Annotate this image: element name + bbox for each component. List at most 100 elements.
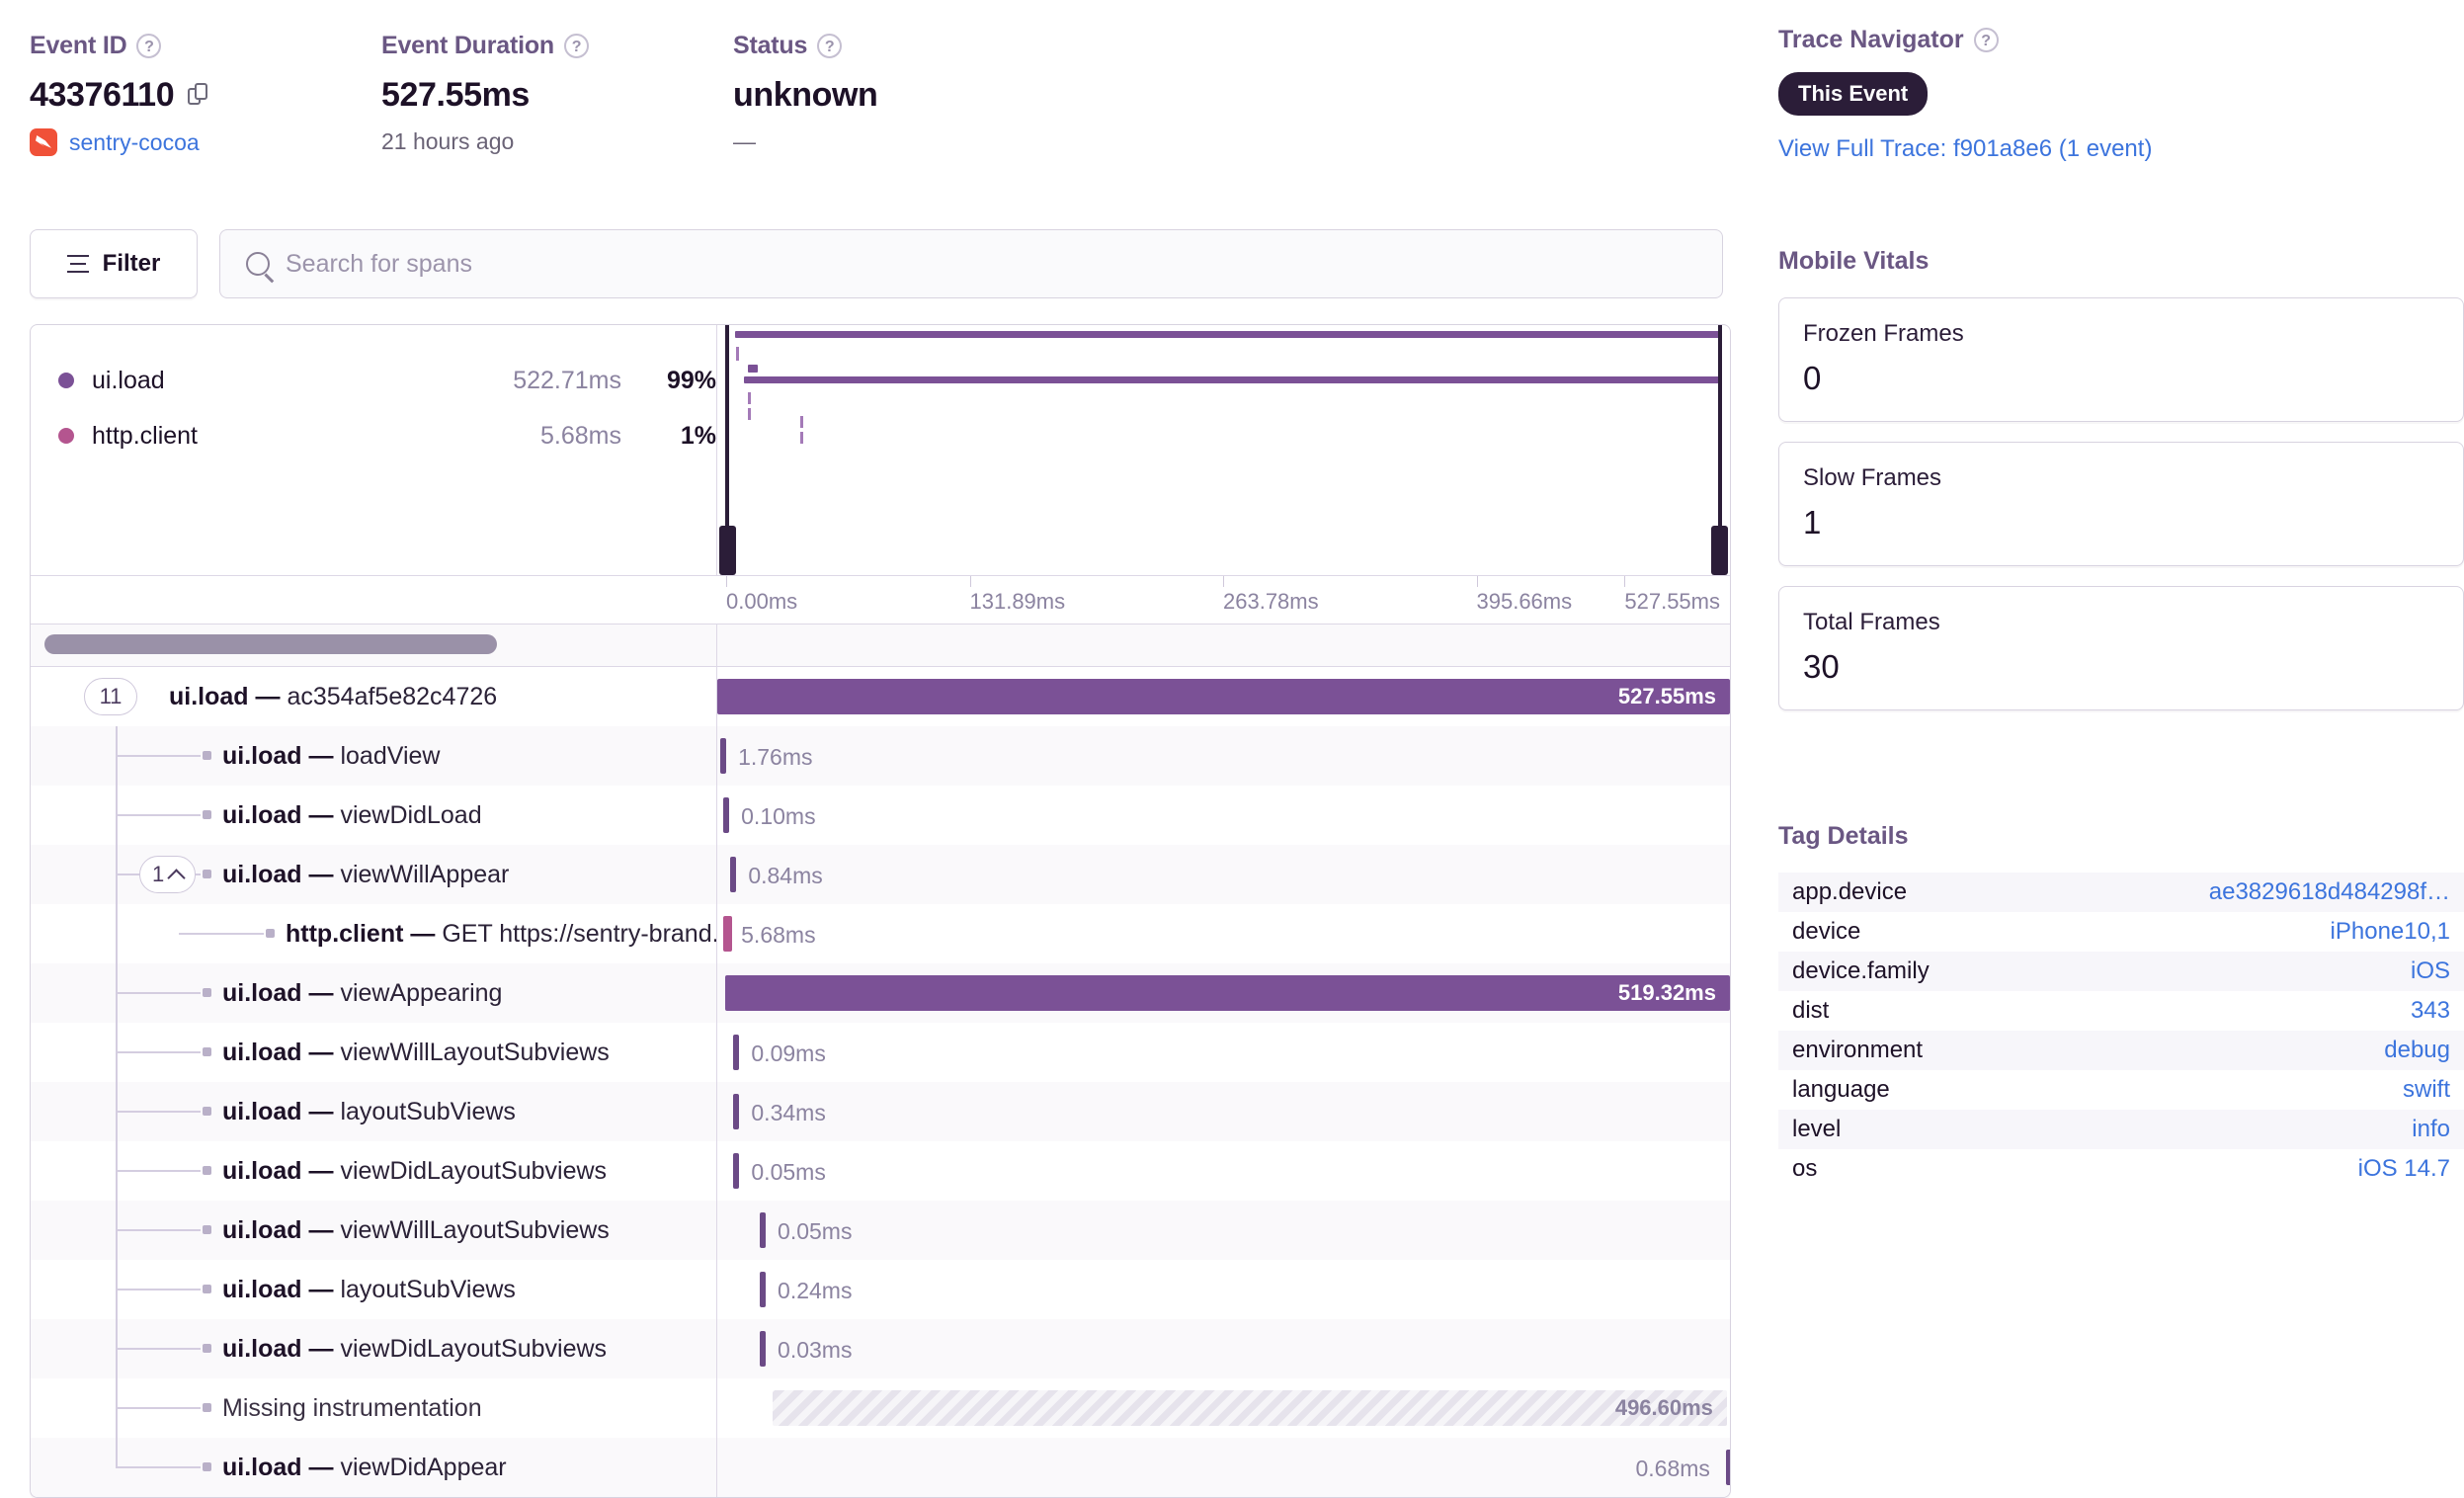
span-duration-bar[interactable]	[720, 738, 727, 774]
tag-value[interactable]: debug	[2384, 1037, 2450, 1063]
span-duration-bar[interactable]	[733, 1035, 740, 1070]
span-row[interactable]: 11 ui.load — ac354af5e82c4726 527.55ms	[31, 667, 1730, 726]
tag-value[interactable]: iOS	[2410, 957, 2450, 984]
view-full-trace-link[interactable]: View Full Trace: f901a8e6 (1 event)	[1778, 135, 2153, 162]
project-link[interactable]: sentry-cocoa	[69, 128, 200, 155]
search-input[interactable]: Search for spans	[219, 229, 1723, 298]
span-description: viewWillAppear	[340, 860, 510, 888]
span-duration-bar[interactable]	[733, 1094, 740, 1129]
span-duration-label: 0.34ms	[751, 1100, 826, 1125]
scrollbar-thumb[interactable]	[44, 634, 497, 654]
tree-connector	[116, 1111, 201, 1113]
span-separator: —	[403, 919, 443, 948]
this-event-chip[interactable]: This Event	[1778, 72, 1929, 116]
operation-row[interactable]: ui.load 522.71ms 99%	[58, 353, 716, 408]
vital-label: Slow Frames	[1803, 464, 1942, 491]
span-row[interactable]: Missing instrumentation 496.60ms	[31, 1378, 1730, 1438]
span-duration-bar[interactable]	[760, 1331, 767, 1367]
span-row[interactable]: ui.load — viewDidLayoutSubviews 0.05ms	[31, 1141, 1730, 1201]
span-row[interactable]: ui.load — viewDidLayoutSubviews 0.03ms	[31, 1319, 1730, 1378]
tree-trunk	[116, 1438, 118, 1468]
event-id-label: Event ID	[30, 32, 127, 59]
tag-key: environment	[1792, 1037, 1924, 1063]
vital-value: 30	[1803, 648, 1840, 685]
scrollbar-track[interactable]	[31, 624, 716, 666]
vital-card: Slow Frames 1	[1778, 442, 2464, 566]
filter-button[interactable]: Filter	[30, 229, 198, 298]
help-icon[interactable]: ?	[1973, 28, 1999, 52]
tag-row[interactable]: environment debug	[1778, 1031, 2464, 1070]
help-icon[interactable]: ?	[564, 34, 589, 58]
span-row[interactable]: 1 ui.load — viewWillAppear 0.84ms	[31, 845, 1730, 904]
tag-value[interactable]: iOS 14.7	[2357, 1155, 2450, 1182]
span-row-label: ui.load — viewWillLayoutSubviews	[31, 1201, 716, 1260]
span-collapse-toggle[interactable]: 1	[139, 856, 197, 893]
span-duration-bar[interactable]: 496.60ms	[773, 1390, 1727, 1426]
span-duration-bar[interactable]	[723, 797, 730, 833]
span-duration-bar[interactable]	[723, 916, 733, 952]
span-row[interactable]: ui.load — viewDidLoad 0.10ms	[31, 786, 1730, 845]
event-duration-value: 527.55ms	[381, 76, 530, 114]
operation-breakdown: ui.load 522.71ms 99% http.client 5.68ms …	[31, 325, 716, 575]
tag-value[interactable]: 343	[2410, 997, 2450, 1024]
span-separator: —	[301, 1275, 341, 1303]
span-description: viewWillLayoutSubviews	[340, 1215, 610, 1244]
span-title: ui.load — ac354af5e82c4726	[169, 683, 497, 711]
tree-node-dot	[203, 1166, 211, 1175]
span-duration-bar[interactable]	[730, 857, 737, 892]
minimap-graph[interactable]	[716, 325, 1730, 575]
tag-row[interactable]: level info	[1778, 1110, 2464, 1149]
tag-value[interactable]: ae3829618d484298f…	[2208, 878, 2450, 905]
span-operation: ui.load	[222, 1453, 302, 1481]
span-row[interactable]: ui.load — viewAppearing 519.32ms	[31, 963, 1730, 1023]
tag-row[interactable]: app.device ae3829618d484298f…	[1778, 873, 2464, 912]
tree-connector	[116, 814, 201, 816]
span-duration-bar[interactable]	[760, 1272, 767, 1307]
span-row-bar-area: 0.68ms	[716, 1438, 1730, 1497]
tree-node-dot	[203, 1403, 211, 1412]
tag-value[interactable]: info	[2412, 1116, 2450, 1142]
minimap-window-right-edge[interactable]	[1718, 325, 1722, 575]
span-row-label: http.client — GET https://sentry-brand.s…	[31, 904, 716, 963]
mobile-vitals-section: Mobile Vitals Frozen Frames 0 Slow Frame…	[1778, 247, 2464, 730]
span-duration-bar[interactable]: 527.55ms	[717, 679, 1730, 714]
minimap-drag-handle-right[interactable]	[1711, 526, 1728, 575]
tag-value[interactable]: iPhone10,1	[2330, 918, 2450, 945]
span-duration-label: 0.68ms	[1635, 1456, 1710, 1481]
span-row[interactable]: ui.load — loadView 1.76ms	[31, 726, 1730, 786]
span-row-label: 11 ui.load — ac354af5e82c4726	[31, 667, 716, 726]
span-row[interactable]: ui.load — layoutSubViews 0.34ms	[31, 1082, 1730, 1141]
span-row[interactable]: ui.load — viewWillLayoutSubviews 0.09ms	[31, 1023, 1730, 1082]
help-icon[interactable]: ?	[136, 34, 162, 58]
span-duration-bar[interactable]: 519.32ms	[725, 975, 1730, 1011]
span-row[interactable]: http.client — GET https://sentry-brand.s…	[31, 904, 1730, 963]
tag-row[interactable]: os iOS 14.7	[1778, 1149, 2464, 1189]
tag-value[interactable]: swift	[2403, 1076, 2450, 1103]
tag-row[interactable]: language swift	[1778, 1070, 2464, 1110]
span-separator: —	[248, 682, 287, 710]
span-duration-bar[interactable]	[733, 1153, 740, 1189]
minimap-window-left-edge[interactable]	[725, 325, 729, 575]
span-duration-bar[interactable]	[760, 1212, 767, 1248]
span-row-bar-area: 1.76ms	[716, 726, 1730, 786]
span-separator: —	[301, 1097, 341, 1125]
copy-icon[interactable]	[188, 82, 209, 109]
tag-row[interactable]: dist 343	[1778, 991, 2464, 1031]
span-row[interactable]: ui.load — viewWillLayoutSubviews 0.05ms	[31, 1201, 1730, 1260]
tag-row[interactable]: device iPhone10,1	[1778, 912, 2464, 952]
help-icon[interactable]: ?	[817, 34, 843, 58]
span-row[interactable]: ui.load — layoutSubViews 0.24ms	[31, 1260, 1730, 1319]
vital-value: 1	[1803, 504, 1822, 541]
span-duration-bar[interactable]	[1725, 1450, 1730, 1485]
tag-details-section: Tag Details app.device ae3829618d484298f……	[1778, 822, 2464, 1189]
span-duration-label: 0.24ms	[778, 1278, 853, 1303]
span-row[interactable]: ui.load — viewDidAppear 0.68ms	[31, 1438, 1730, 1497]
tag-row[interactable]: device.family iOS	[1778, 952, 2464, 991]
horizontal-scrollbar-row	[31, 624, 1730, 667]
span-child-count-chip[interactable]: 11	[84, 678, 137, 715]
span-title: ui.load — viewDidAppear	[222, 1454, 507, 1482]
minimap-drag-handle-left[interactable]	[719, 526, 736, 575]
span-title: ui.load — viewDidLayoutSubviews	[222, 1157, 607, 1186]
event-duration-label: Event Duration	[381, 32, 554, 59]
operation-row[interactable]: http.client 5.68ms 1%	[58, 408, 716, 463]
